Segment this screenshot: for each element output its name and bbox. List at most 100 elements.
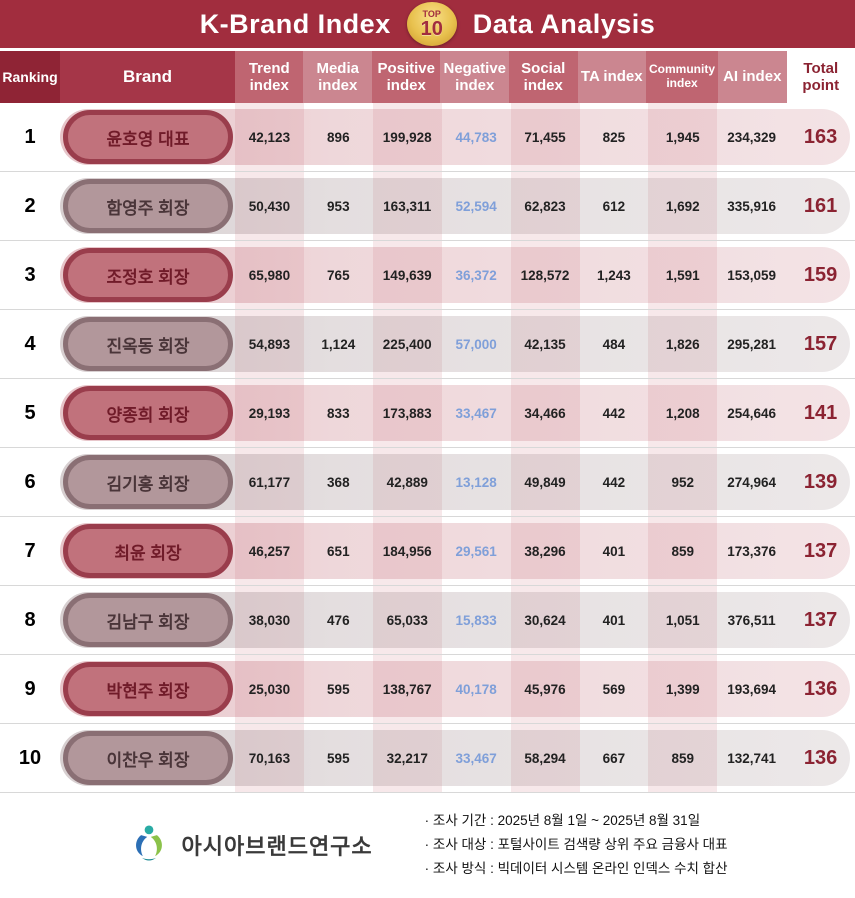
total-point-cell: 157 — [803, 332, 838, 355]
survey-note-target: · 조사 대상 : 포털사이트 검색량 상위 주요 금융사 대표 — [424, 836, 728, 852]
total-point-cell: 136 — [803, 677, 838, 700]
table-row: 5 양종희 회장 29,193 833 173,883 33,467 34,46… — [0, 379, 855, 448]
community-index-cell: 1,945 — [665, 129, 700, 145]
trend-index-cell: 25,030 — [248, 681, 291, 697]
social-index-cell: 38,296 — [524, 543, 566, 559]
positive-index-cell: 138,767 — [382, 681, 432, 697]
ai-index-cell: 274,964 — [727, 474, 777, 490]
column-stripe-trend — [235, 103, 304, 793]
badge-top-label: TOP — [422, 8, 441, 19]
positive-index-cell: 184,956 — [382, 543, 432, 559]
trend-index-cell: 29,193 — [248, 405, 291, 421]
ai-index-cell: 153,059 — [727, 267, 777, 283]
rank-cell: 10 — [18, 746, 42, 769]
brand-cell: 윤호영 대표 — [60, 103, 235, 171]
table-row: 4 진옥동 회장 54,893 1,124 225,400 57,000 42,… — [0, 310, 855, 379]
brand-pill: 양종희 회장 — [63, 386, 233, 440]
footer: 아시아브랜드연구소 · 조사 기간 : 2025년 8월 1일 ~ 2025년 … — [0, 793, 855, 897]
ta-index-cell: 442 — [602, 474, 626, 490]
ta-index-cell: 484 — [602, 336, 626, 352]
brand-pill: 김기홍 회장 — [63, 455, 233, 509]
negative-index-cell: 33,467 — [455, 405, 497, 421]
trend-index-cell: 46,257 — [248, 543, 291, 559]
social-index-cell: 34,466 — [524, 405, 566, 421]
positive-index-cell: 149,639 — [382, 267, 432, 283]
rank-cell: 7 — [24, 539, 36, 562]
survey-note-method: · 조사 방식 : 빅데이터 시스템 온라인 인덱스 수치 합산 — [424, 861, 728, 877]
media-index-cell: 765 — [327, 267, 350, 283]
ai-index-cell: 295,281 — [727, 336, 777, 352]
ta-index-cell: 401 — [602, 612, 626, 628]
community-index-cell: 1,208 — [665, 405, 700, 421]
header-ai-index: AI index — [718, 51, 787, 103]
negative-index-cell: 15,833 — [455, 612, 497, 628]
header-ta-index: TA index — [577, 51, 646, 103]
trend-index-cell: 50,430 — [248, 198, 291, 214]
table-header-row: Ranking Brand Trend index Media index Po… — [0, 51, 855, 103]
brand-cell: 조정호 회장 — [60, 241, 235, 309]
trend-index-cell: 42,123 — [248, 129, 291, 145]
header-brand: Brand — [60, 51, 235, 103]
brand-cell: 최윤 회장 — [60, 517, 235, 585]
total-point-cell: 137 — [803, 539, 838, 562]
media-index-cell: 595 — [327, 681, 350, 697]
header-ranking: Ranking — [0, 51, 60, 103]
header-community-index: Community index — [646, 51, 718, 103]
ai-index-cell: 132,741 — [727, 750, 777, 766]
positive-index-cell: 42,889 — [386, 474, 428, 490]
brand-pill: 조정호 회장 — [63, 248, 233, 302]
community-index-cell: 1,051 — [665, 612, 700, 628]
ai-index-cell: 173,376 — [727, 543, 777, 559]
header-total-point: Total point — [786, 51, 855, 103]
banner-title-right: Data Analysis — [472, 8, 656, 39]
table-body: 1 윤호영 대표 42,123 896 199,928 44,783 71,45… — [0, 103, 855, 793]
table-row: 10 이찬우 회장 70,163 595 32,217 33,467 58,29… — [0, 724, 855, 793]
banner-title-left: K-Brand Index — [199, 8, 391, 39]
negative-index-cell: 44,783 — [455, 129, 497, 145]
community-index-cell: 859 — [671, 750, 695, 766]
rank-cell: 6 — [24, 470, 36, 493]
org-name: 아시아브랜드연구소 — [181, 834, 373, 859]
ai-index-cell: 335,916 — [727, 198, 777, 214]
brand-cell: 김기홍 회장 — [60, 448, 235, 516]
trend-index-cell: 61,177 — [248, 474, 291, 490]
header-positive-index: Positive index — [371, 51, 441, 103]
social-index-cell: 58,294 — [524, 750, 566, 766]
rank-cell: 8 — [24, 608, 36, 631]
brand-pill: 진옥동 회장 — [63, 317, 233, 371]
brand-pill: 박현주 회장 — [63, 662, 233, 716]
badge-number: 10 — [420, 17, 443, 40]
media-index-cell: 595 — [327, 750, 350, 766]
media-index-cell: 833 — [327, 405, 350, 421]
community-index-cell: 1,692 — [665, 198, 700, 214]
negative-index-cell: 29,561 — [455, 543, 497, 559]
rank-cell: 4 — [24, 332, 36, 355]
media-index-cell: 1,124 — [321, 336, 356, 352]
negative-index-cell: 33,467 — [455, 750, 497, 766]
ai-index-cell: 376,511 — [727, 612, 776, 628]
positive-index-cell: 225,400 — [382, 336, 432, 352]
brand-pill: 함영주 회장 — [63, 179, 233, 233]
positive-index-cell: 65,033 — [386, 612, 428, 628]
social-index-cell: 71,455 — [524, 129, 566, 145]
header-negative-index: Negative index — [440, 51, 510, 103]
negative-index-cell: 52,594 — [455, 198, 497, 214]
social-index-cell: 49,849 — [524, 474, 566, 490]
ta-index-cell: 1,243 — [596, 267, 631, 283]
ta-index-cell: 667 — [602, 750, 626, 766]
table-row: 6 김기홍 회장 61,177 368 42,889 13,128 49,849… — [0, 448, 855, 517]
ta-index-cell: 442 — [602, 405, 626, 421]
column-stripe-social — [511, 103, 580, 793]
table-row: 2 함영주 회장 50,430 953 163,311 52,594 62,82… — [0, 172, 855, 241]
positive-index-cell: 173,883 — [382, 405, 432, 421]
media-index-cell: 651 — [327, 543, 350, 559]
positive-index-cell: 32,217 — [386, 750, 428, 766]
column-stripe-community — [648, 103, 717, 793]
header-social-index: Social index — [509, 51, 578, 103]
total-point-cell: 163 — [803, 125, 838, 148]
brand-pill: 최윤 회장 — [63, 524, 233, 578]
brand-cell: 이찬우 회장 — [60, 724, 235, 792]
social-index-cell: 62,823 — [524, 198, 566, 214]
positive-index-cell: 163,311 — [383, 198, 432, 214]
brand-cell: 박현주 회장 — [60, 655, 235, 723]
